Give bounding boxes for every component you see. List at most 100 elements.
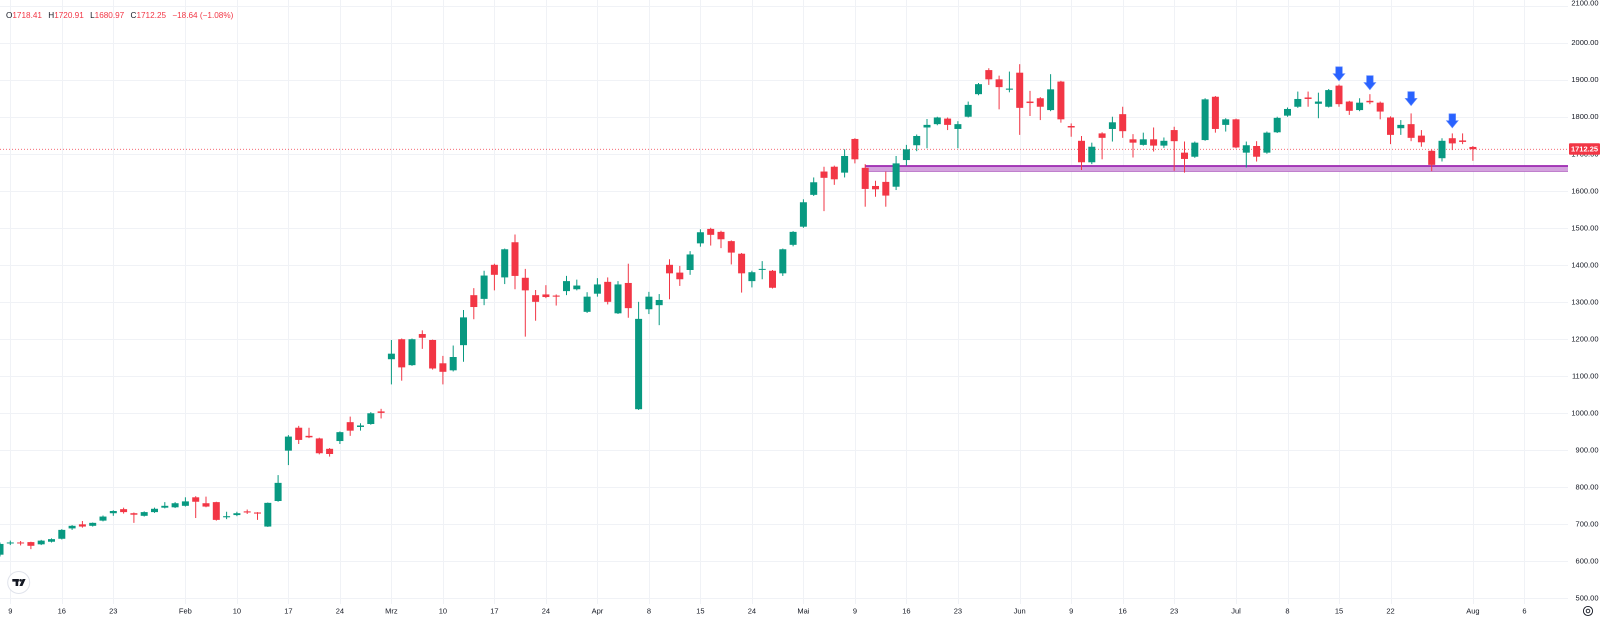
candle-down — [1016, 64, 1024, 135]
candle-body — [398, 339, 406, 368]
candle-up — [161, 502, 169, 509]
time-label: 9 — [853, 607, 857, 616]
candle-up — [109, 510, 117, 516]
candle-down — [326, 448, 334, 457]
candle-body — [954, 124, 962, 129]
candle-body — [58, 529, 66, 539]
high-label: H — [48, 11, 55, 20]
price-label: 1000.00 — [1571, 408, 1598, 417]
zone-band — [865, 165, 1568, 172]
candle-up — [583, 292, 591, 313]
price-label: 1800.00 — [1571, 112, 1598, 121]
time-label: 8 — [647, 607, 651, 616]
candle-body — [1160, 140, 1168, 146]
candle-down — [429, 339, 437, 370]
arrow-down-icon[interactable] — [1332, 66, 1346, 82]
candle-body — [202, 503, 210, 507]
candle-body — [1335, 85, 1343, 105]
candle-body — [212, 502, 220, 520]
candle-body — [964, 104, 972, 117]
time-axis-bg[interactable] — [0, 604, 1568, 619]
support-zone[interactable] — [865, 165, 1568, 172]
candle-body — [542, 294, 550, 298]
arrow-annotations[interactable] — [1332, 66, 1459, 129]
price-axis-bg[interactable] — [1568, 0, 1600, 604]
candle-body — [181, 501, 189, 506]
settings-button[interactable] — [1582, 605, 1594, 617]
candle-body — [1356, 102, 1364, 111]
candle-up — [1397, 120, 1405, 135]
candle-down — [1026, 90, 1034, 116]
price-axis[interactable]: 2100.002000.001900.001800.001700.001600.… — [1568, 0, 1600, 604]
candle-body — [1417, 135, 1425, 143]
time-label: Feb — [179, 607, 192, 616]
candle-body — [820, 171, 828, 178]
price-label: 600.00 — [1576, 556, 1599, 565]
candle-body — [89, 522, 97, 526]
candle-down — [1129, 134, 1137, 158]
candle-body — [511, 242, 519, 276]
time-label: 24 — [748, 607, 756, 616]
candle-down — [418, 330, 426, 349]
time-label: 10 — [439, 607, 447, 616]
time-label: 17 — [490, 607, 498, 616]
candle-body — [933, 117, 941, 125]
candle-up — [284, 435, 292, 466]
candle-up — [913, 134, 921, 152]
candle-up — [480, 270, 488, 306]
arrow-down-icon[interactable] — [1404, 91, 1418, 107]
candle-up — [779, 248, 787, 276]
candle-body — [769, 270, 776, 288]
candle-up — [367, 412, 375, 425]
candle-up — [1314, 92, 1322, 119]
candle-body — [233, 513, 241, 516]
candle-body — [120, 509, 128, 513]
candle-down — [1098, 132, 1106, 160]
candle-body — [872, 185, 879, 190]
price-label: 1200.00 — [1571, 334, 1598, 343]
candle-up — [758, 261, 766, 280]
candle-body — [1284, 108, 1291, 116]
candle-body — [68, 525, 76, 529]
candle-body — [284, 436, 292, 451]
time-label: 23 — [1170, 607, 1178, 616]
time-axis[interactable]: 9 16 23 Feb 10 17 24 Mrz 10 17 24 Apr 8 15 24 Mai 9 16 23 J… — [0, 604, 1568, 619]
price-label: 800.00 — [1576, 482, 1599, 491]
time-label: 6 — [1522, 607, 1526, 616]
candle-body — [439, 363, 447, 372]
candle-body — [923, 124, 931, 128]
candle-body — [429, 339, 437, 369]
price-label: 2000.00 — [1571, 38, 1598, 47]
arrow-down-icon[interactable] — [1363, 75, 1377, 91]
candle-up — [1088, 142, 1096, 165]
candle-up — [892, 155, 900, 191]
candle-body — [377, 411, 385, 413]
candle-body — [192, 497, 200, 502]
candle-body — [326, 448, 334, 454]
candle-down — [130, 512, 138, 523]
candle-body — [367, 413, 375, 425]
tradingview-logo[interactable] — [7, 571, 31, 594]
arrow-down-icon[interactable] — [1445, 113, 1459, 129]
candle-body — [305, 435, 313, 438]
candle-down — [470, 288, 478, 320]
candle-body — [799, 202, 807, 227]
candle-body — [552, 295, 560, 297]
candle-up — [460, 309, 467, 362]
candle-down — [1150, 127, 1158, 152]
candle-up — [99, 515, 107, 522]
candle-down — [254, 512, 261, 520]
candle-up — [1201, 98, 1209, 141]
candle-body — [645, 296, 653, 310]
candle-body — [1129, 139, 1137, 143]
candle-body — [902, 149, 910, 161]
price-label: 1300.00 — [1571, 297, 1598, 306]
candle-up — [223, 511, 231, 520]
candle-body — [1067, 125, 1075, 128]
candle-body — [563, 281, 570, 292]
candle-up — [810, 177, 818, 196]
candle-body — [573, 285, 581, 290]
candle-down — [769, 270, 776, 289]
candle-body — [357, 425, 364, 427]
ohlc-legend: O1718.41 H1720.91 L1680.97 C1712.25 −18.… — [6, 11, 233, 21]
